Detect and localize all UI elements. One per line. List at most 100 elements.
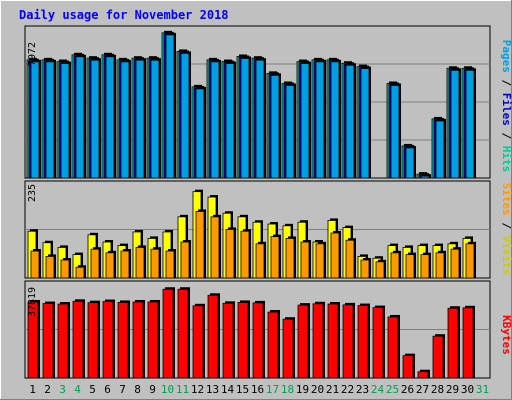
bar-kbytes-day-16 (252, 300, 265, 379)
bar-sites-day-26 (405, 252, 416, 279)
chart-title: Daily usage for November 2018 (19, 8, 229, 22)
x-tick-label-21: 21 (326, 383, 339, 396)
bar-pages-day-17 (270, 73, 281, 179)
legend-hits: Hits (500, 146, 512, 173)
bar-sites-day-11 (180, 240, 191, 279)
bar-sites-day-3 (60, 258, 71, 279)
bar-sites-day-17 (270, 234, 281, 279)
bar-kbytes-day-7 (117, 300, 130, 379)
legend-visits: Visits (500, 236, 512, 276)
x-tick-label-26: 26 (401, 383, 414, 396)
bar-pages-day-13 (210, 59, 221, 179)
bar-pages-day-16 (255, 58, 266, 179)
bar-kbytes-day-18 (282, 317, 295, 379)
bar-kbytes-day-30 (462, 305, 475, 379)
bar-sites-day-27 (420, 252, 431, 279)
x-tick-label-13: 13 (206, 383, 219, 396)
bar-sites-day-15 (240, 229, 251, 279)
bar-pages-day-27 (420, 174, 431, 179)
bar-kbytes-day-20 (312, 301, 325, 379)
bar-pages-day-19 (300, 61, 311, 179)
bar-pages-day-18 (285, 83, 296, 179)
x-tick-label-22: 22 (341, 383, 354, 396)
bar-sites-day-2 (45, 254, 56, 279)
hits-files-pages-legend: Pages / Files / Hits (500, 40, 512, 173)
bar-sites-day-10 (165, 249, 176, 279)
x-tick-label-23: 23 (356, 383, 369, 396)
x-tick-label-27: 27 (416, 383, 429, 396)
bar-pages-day-29 (450, 68, 461, 179)
svg-text:Sites / Visits: Sites / Visits (500, 183, 512, 276)
legend-pages: Pages (500, 40, 512, 73)
bar-pages-day-11 (180, 51, 191, 179)
x-tick-label-12: 12 (191, 383, 204, 396)
bar-pages-day-8 (135, 58, 146, 179)
bar-kbytes-day-1 (27, 299, 40, 379)
bar-pages-day-15 (240, 56, 251, 179)
legend-files: Files (500, 93, 512, 126)
bar-pages-day-26 (405, 145, 416, 179)
bar-kbytes-day-8 (132, 299, 145, 379)
x-tick-label-3: 3 (59, 383, 66, 396)
bar-pages-day-3 (60, 61, 71, 179)
bar-kbytes-day-23 (357, 303, 370, 379)
bar-kbytes-day-3 (57, 302, 70, 379)
bar-pages-day-23 (360, 66, 371, 179)
bar-pages-day-7 (120, 59, 131, 179)
x-tick-label-17: 17 (266, 383, 279, 396)
bar-pages-day-21 (330, 59, 341, 179)
bar-kbytes-day-24 (372, 305, 385, 379)
bar-sites-day-4 (75, 265, 86, 279)
bar-kbytes-day-21 (327, 302, 340, 379)
bar-pages-day-4 (75, 54, 86, 179)
bar-pages-day-20 (315, 59, 326, 179)
bar-pages-day-14 (225, 61, 236, 179)
bar-kbytes-day-19 (297, 303, 310, 379)
bar-pages-day-5 (90, 58, 101, 179)
x-tick-label-30: 30 (461, 383, 474, 396)
hits-max-label: 7972 (27, 42, 38, 66)
bar-sites-day-22 (345, 238, 356, 279)
bar-kbytes-day-10 (162, 287, 175, 379)
bar-sites-day-8 (135, 245, 146, 279)
bar-kbytes-day-22 (342, 302, 355, 379)
bar-kbytes-day-9 (147, 299, 160, 379)
bar-sites-day-9 (150, 247, 161, 279)
x-tick-label-24: 24 (371, 383, 385, 396)
bar-pages-day-9 (150, 58, 161, 179)
kbytes-max-label: 37819 (27, 287, 38, 317)
bar-kbytes-day-4 (72, 299, 85, 379)
bar-sites-day-13 (210, 214, 221, 279)
bar-sites-day-6 (105, 250, 116, 279)
bar-kbytes-day-2 (42, 301, 55, 379)
x-tick-label-28: 28 (431, 383, 444, 396)
x-tick-label-14: 14 (221, 383, 235, 396)
x-tick-label-10: 10 (161, 383, 174, 396)
x-tick-label-9: 9 (149, 383, 156, 396)
bar-sites-day-28 (435, 250, 446, 279)
bar-pages-day-1 (30, 59, 41, 179)
bar-pages-day-22 (345, 63, 356, 179)
kbytes-legend: KBytes (500, 315, 512, 355)
x-tick-label-29: 29 (446, 383, 459, 396)
bar-kbytes-day-5 (87, 300, 100, 379)
bar-pages-day-6 (105, 54, 116, 179)
bar-sites-day-5 (90, 247, 101, 279)
bar-sites-day-12 (195, 209, 206, 279)
bar-sites-day-24 (375, 259, 386, 279)
x-tick-label-5: 5 (89, 383, 96, 396)
legend-kbytes: KBytes (500, 315, 512, 355)
bar-sites-day-19 (300, 240, 311, 279)
x-tick-label-6: 6 (104, 383, 111, 396)
bar-pages-day-10 (165, 32, 176, 179)
svg-text:Pages / Files / Hits: Pages / Files / Hits (500, 40, 512, 173)
bar-sites-day-14 (225, 227, 236, 279)
bar-sites-day-7 (120, 249, 131, 279)
bar-sites-day-18 (285, 236, 296, 279)
bar-sites-day-30 (465, 241, 476, 279)
x-tick-label-11: 11 (176, 383, 189, 396)
x-tick-label-31: 31 (476, 383, 489, 396)
bar-sites-day-23 (360, 258, 371, 279)
bar-kbytes-day-27 (417, 369, 430, 379)
bar-pages-day-2 (45, 59, 56, 179)
